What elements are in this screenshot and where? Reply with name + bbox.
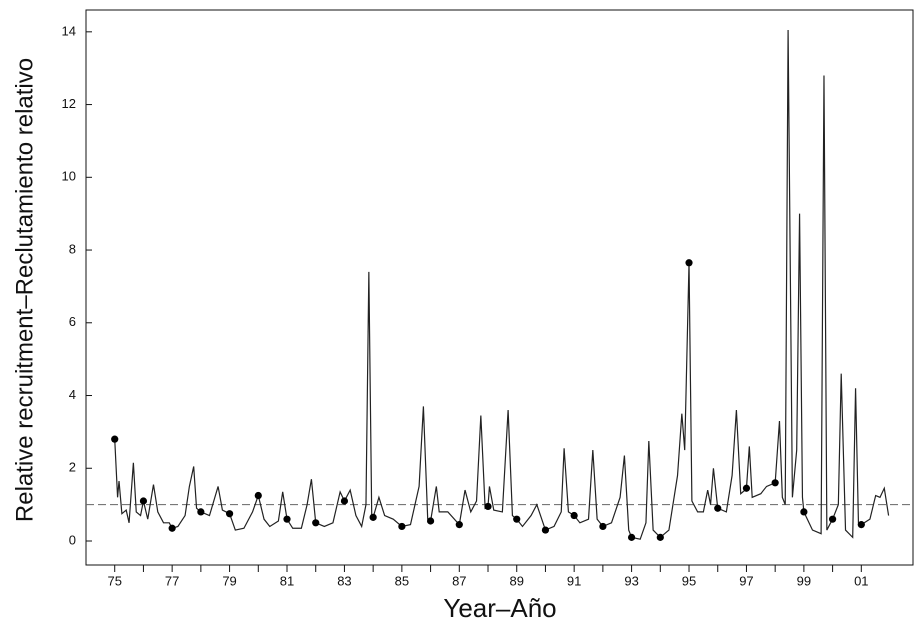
y-axis-label: Relative recruitment–Reclutamiento relat… [11, 58, 38, 522]
y-tick-label: 2 [69, 460, 76, 475]
annual-marker [197, 508, 205, 516]
annual-marker [800, 508, 808, 516]
y-tick-label: 6 [69, 314, 76, 329]
y-tick-label: 8 [69, 241, 76, 256]
y-tick-label: 12 [62, 96, 76, 111]
annual-marker [541, 526, 550, 534]
annual-marker [455, 521, 463, 529]
annual-marker [857, 521, 865, 529]
x-tick-label: 93 [624, 573, 638, 588]
x-tick-label: 87 [452, 573, 466, 588]
annual-marker [714, 504, 722, 512]
annual-marker [426, 517, 435, 525]
annual-marker [312, 519, 320, 527]
x-tick-label: 99 [797, 573, 811, 588]
annual-marker [111, 435, 119, 443]
annual-marker [484, 502, 492, 511]
x-tick-label: 77 [165, 573, 179, 588]
y-tick-label: 14 [62, 23, 76, 38]
annual-marker [627, 533, 636, 541]
x-tick-label: 97 [739, 573, 753, 588]
y-tick-label: 10 [62, 169, 76, 184]
annual-marker [225, 510, 234, 518]
annual-marker [168, 524, 176, 532]
x-tick-label: 75 [107, 573, 121, 588]
x-tick-label: 91 [567, 573, 581, 588]
annual-marker [254, 491, 262, 500]
annual-marker [340, 497, 349, 505]
annual-marker [369, 513, 377, 521]
x-tick-label: 85 [395, 573, 409, 588]
annual-marker [398, 522, 406, 531]
annual-marker [570, 511, 578, 520]
annual-marker [742, 484, 751, 492]
x-axis-label: Year–Año [443, 593, 556, 623]
annual-marker [685, 259, 693, 267]
annual-marker [513, 515, 521, 523]
y-tick-label: 0 [69, 532, 76, 547]
annual-marker [828, 515, 837, 523]
annual-marker [283, 515, 291, 523]
annual-marker [656, 533, 664, 541]
annual-marker [599, 522, 607, 531]
annual-marker [139, 497, 148, 505]
x-tick-label: 83 [337, 573, 351, 588]
x-tick-label: 79 [222, 573, 236, 588]
x-tick-label: 81 [280, 573, 294, 588]
x-tick-label: 89 [509, 573, 523, 588]
y-tick-label: 4 [69, 387, 76, 402]
data-line [114, 29, 890, 540]
annual-marker [771, 479, 779, 487]
x-tick-label: 01 [854, 573, 868, 588]
x-tick-label: 95 [682, 573, 696, 588]
plot-frame [85, 9, 914, 566]
